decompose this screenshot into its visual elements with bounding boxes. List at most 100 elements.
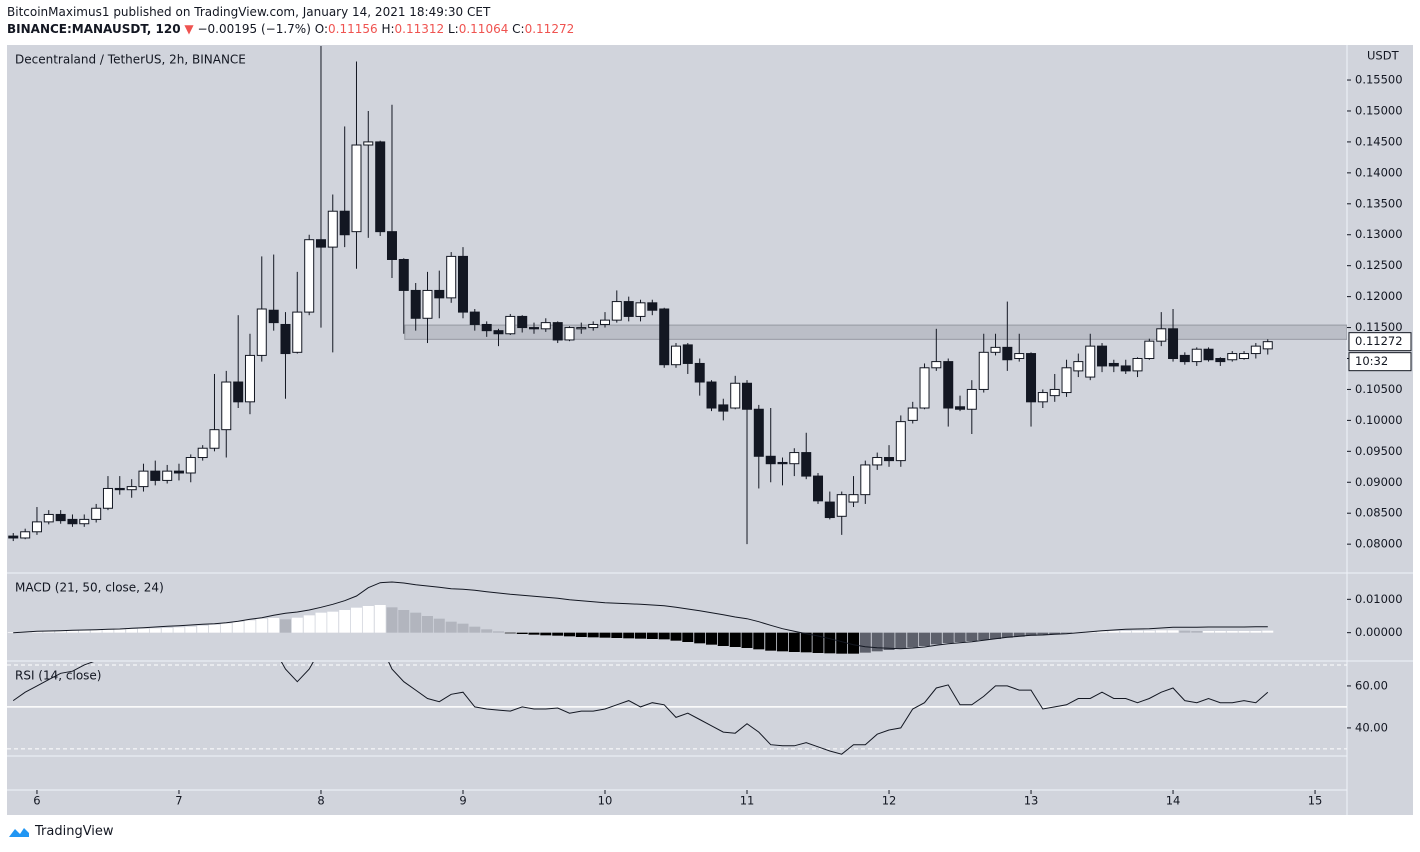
candle-body	[434, 289, 445, 299]
macd-histogram-bar	[268, 618, 280, 633]
macd-histogram-bar	[765, 632, 777, 651]
macd-histogram-bar	[824, 632, 836, 654]
candle-body	[351, 144, 362, 233]
macd-histogram-bar	[528, 632, 540, 635]
y-tick-label: 0.09000	[1355, 475, 1403, 489]
macd-histogram-bar	[1143, 630, 1155, 633]
macd-histogram-bar	[1226, 631, 1238, 633]
macd-histogram-bar	[185, 626, 197, 633]
last-price: 0.11272	[1355, 334, 1403, 348]
macd-histogram-bar	[919, 632, 931, 646]
macd-histogram-bar	[78, 630, 90, 633]
candle-body	[173, 470, 184, 474]
x-tick-label: 8	[317, 794, 324, 808]
symbol: BINANCE:MANAUSDT, 120	[7, 22, 181, 36]
candle-body	[126, 486, 137, 491]
candle-body	[706, 381, 717, 409]
macd-histogram-bar	[741, 632, 753, 648]
macd-histogram-bar	[102, 629, 114, 633]
candle-body	[1085, 345, 1096, 378]
candle-body	[386, 231, 397, 260]
candle-body	[150, 470, 161, 481]
macd-histogram-bar	[1250, 631, 1262, 633]
macd-histogram-bar	[563, 632, 575, 637]
ohlc-label: H:	[381, 22, 395, 36]
pane	[8, 46, 1347, 545]
ohlc-value: 0.11312	[394, 22, 445, 36]
y-tick-label: 0.10000	[1355, 413, 1403, 427]
chart-background	[7, 45, 1413, 815]
macd-histogram-bar	[433, 618, 445, 633]
candle-body	[528, 327, 539, 330]
candle-body	[1097, 345, 1108, 367]
macd-histogram-bar	[339, 610, 351, 633]
candle-body	[244, 354, 255, 403]
candle-body	[327, 210, 338, 248]
macd-histogram-bar	[279, 619, 291, 633]
macd-histogram-bar	[291, 617, 303, 633]
macd-histogram-bar	[646, 632, 658, 639]
candle-body	[1250, 345, 1261, 355]
x-tick-label: 7	[175, 794, 182, 808]
resistance-zone	[404, 324, 1347, 340]
y-tick-label: 0.08500	[1355, 506, 1403, 520]
candle-body	[813, 475, 824, 502]
macd-histogram-bar	[421, 616, 433, 633]
macd-histogram-bar	[1120, 631, 1132, 633]
y-tick-label: 0.15000	[1355, 103, 1403, 117]
candle-body	[694, 362, 705, 383]
macd-histogram-bar	[31, 631, 43, 633]
macd-histogram-bar	[492, 631, 504, 633]
macd-histogram-bar	[256, 618, 268, 633]
macd-histogram-bar	[1001, 632, 1013, 638]
candle-body	[197, 447, 208, 459]
macd-histogram-bar	[1061, 632, 1073, 634]
macd-histogram-bar	[859, 632, 871, 653]
candle-body	[801, 452, 812, 477]
candle-body	[919, 367, 930, 409]
candle-body	[469, 311, 480, 325]
y-tick-label: 0.10500	[1355, 382, 1403, 396]
candle-body	[1014, 353, 1025, 360]
macd-histogram-bar	[1013, 632, 1025, 637]
macd-histogram-bar	[1037, 632, 1049, 635]
macd-histogram-bar	[682, 632, 694, 642]
ohlc-label: C:	[512, 22, 525, 36]
macd-histogram-bar	[327, 611, 339, 633]
macd-histogram-bar	[930, 632, 942, 645]
macd-histogram-bar	[848, 632, 860, 654]
candle-body	[505, 315, 516, 335]
candle-body	[1191, 348, 1202, 363]
candle-body	[493, 330, 504, 335]
countdown-tag	[1348, 352, 1412, 372]
candle-body	[1132, 358, 1143, 372]
candle-body	[422, 289, 433, 319]
macd-histogram-bar	[966, 632, 978, 641]
macd-histogram-bar	[362, 606, 374, 633]
y-tick-label: 0.01000	[1355, 592, 1403, 606]
y-tick-label: 0.12500	[1355, 258, 1403, 272]
candle-body	[671, 345, 682, 366]
macd-histogram-bar	[315, 612, 327, 633]
macd-histogram-bar	[208, 624, 220, 633]
macd-histogram-bar	[66, 630, 78, 633]
candle-body	[1144, 340, 1155, 360]
macd-histogram-bar	[303, 615, 315, 633]
macd-histogram-bar	[1238, 631, 1250, 633]
candle-body	[552, 322, 563, 341]
macd-histogram-bar	[611, 632, 623, 638]
candle-body	[457, 255, 468, 313]
candle-body	[398, 258, 409, 291]
candle-body	[375, 141, 386, 233]
macd-histogram-bar	[161, 628, 173, 633]
x-tick-label: 15	[1308, 794, 1323, 808]
ohlc-value: 0.11064	[458, 22, 509, 36]
rsi-line	[12, 662, 1269, 755]
candle-body	[256, 308, 267, 356]
macd-histogram-bar	[149, 628, 161, 633]
candle-body	[1002, 346, 1013, 361]
pane-title: Decentraland / TetherUS, 2h, BINANCE	[15, 53, 246, 67]
pane-title: MACD (21, 50, close, 24)	[15, 581, 164, 595]
footer: TradingView	[8, 824, 114, 839]
candle-body	[789, 452, 800, 465]
